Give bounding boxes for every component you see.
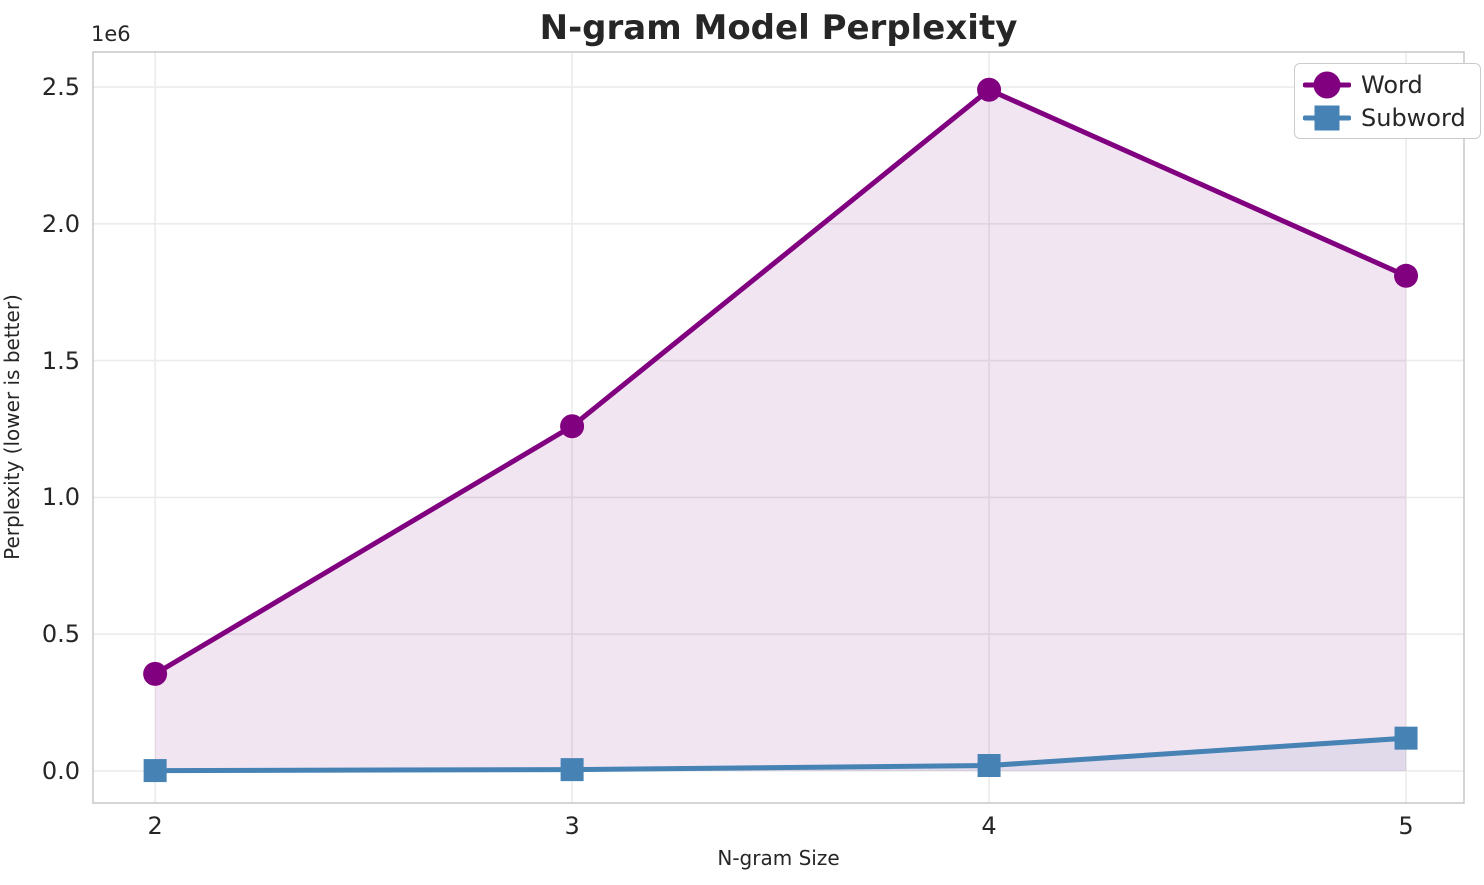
chart-title: N-gram Model Perplexity [539, 8, 1018, 48]
data-point-subword [1394, 726, 1418, 750]
data-point-word [1394, 263, 1419, 288]
legend-label: Subword [1361, 103, 1466, 132]
x-tick-label: 5 [1398, 812, 1414, 840]
data-point-word [560, 414, 585, 439]
legend-item-word: Word [1303, 68, 1466, 101]
y-tick-label: 1.0 [41, 483, 80, 512]
legend-marker-circle-icon [1303, 71, 1351, 98]
data-point-word [143, 661, 168, 686]
y-tick-label: 1.5 [41, 346, 80, 375]
y-tick-label: 0.5 [41, 620, 80, 649]
y-axis-offset-label: 1e6 [91, 22, 131, 46]
data-point-word [977, 77, 1002, 102]
plot-border [92, 51, 1465, 804]
legend-marker-square-icon [1303, 105, 1351, 130]
legend: Word Subword [1294, 63, 1481, 139]
legend-item-subword: Subword [1303, 101, 1466, 134]
x-tick-label: 3 [564, 812, 580, 840]
y-tick-label: 0.0 [41, 756, 80, 785]
series-fill-word [155, 89, 1407, 771]
x-axis-label: N-gram Size [717, 846, 840, 870]
data-point-subword [977, 754, 1001, 778]
x-tick-label: 2 [147, 812, 163, 840]
series-fill-subword [155, 738, 1407, 771]
y-tick-label: 2.5 [41, 73, 80, 102]
data-point-subword [143, 759, 167, 783]
y-axis-label: Perplexity (lower is better) [0, 294, 24, 560]
legend-label: Word [1361, 70, 1423, 99]
series-line-subword [152, 735, 1409, 774]
y-tick-label: 2.0 [41, 209, 80, 238]
series-line-word [152, 87, 1409, 677]
data-point-subword [560, 758, 584, 782]
x-tick-label: 4 [981, 812, 997, 840]
